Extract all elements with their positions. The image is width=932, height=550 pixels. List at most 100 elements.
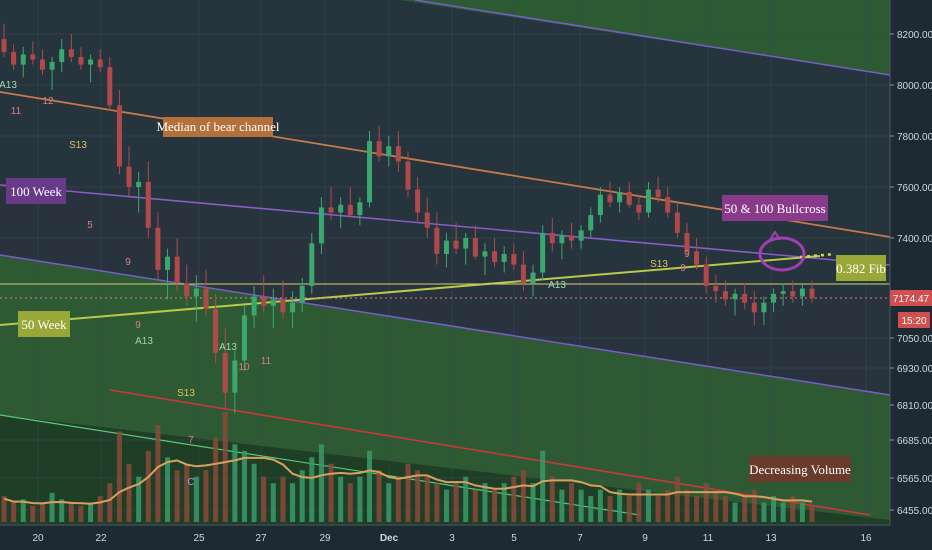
volume-bar <box>39 502 45 522</box>
time-tick-label: 16 <box>860 533 872 544</box>
volume-bar <box>357 476 363 522</box>
candle-body <box>443 240 449 254</box>
volume-bar <box>309 457 315 522</box>
price-tick-label: 6685.00 <box>897 436 932 447</box>
time-tick-label: 27 <box>255 533 267 544</box>
candle-body <box>39 59 45 70</box>
time-tick-label: 20 <box>32 533 44 544</box>
candle-body <box>49 62 55 70</box>
volume-bar <box>751 489 757 522</box>
td-label: 11 <box>11 106 22 117</box>
candle-body <box>20 54 26 65</box>
volume-bar <box>443 489 449 522</box>
volume-bar <box>203 470 209 522</box>
median-label-text: Median of bear channel <box>156 119 279 134</box>
candle-body <box>434 227 440 254</box>
candle-body <box>607 194 613 203</box>
time-tick-label: 5 <box>511 533 517 544</box>
volume-bar <box>155 424 161 522</box>
td-label: 9 <box>680 263 686 274</box>
candle-body <box>280 299 286 313</box>
candle-body <box>174 256 180 284</box>
volume-bar <box>674 476 680 522</box>
current-price-badge: 7174.47 <box>890 290 932 306</box>
volume-bar <box>501 483 507 522</box>
candle-body <box>357 202 363 216</box>
td-label: 7 <box>188 435 194 446</box>
volume-bar <box>386 483 392 522</box>
volume-bar <box>367 450 373 522</box>
candle-body <box>472 238 478 257</box>
td-label: A13 <box>219 342 237 353</box>
candle-body <box>11 51 17 65</box>
candle-body <box>424 212 430 228</box>
week50-label: 50 Week <box>18 311 70 337</box>
td-label: S13 <box>69 140 87 151</box>
candle-body <box>97 59 103 68</box>
volume-bar <box>569 483 575 522</box>
candle-body <box>290 302 296 313</box>
candle-body <box>809 288 815 299</box>
volume-average-line <box>3 456 813 505</box>
week50-label-text: 50 Week <box>21 317 67 332</box>
candle-body <box>694 251 700 265</box>
candle-body <box>405 161 411 190</box>
td-label: A13 <box>548 280 566 291</box>
volume-bar <box>511 476 517 522</box>
volume-bar <box>97 496 103 522</box>
volume-bar <box>338 476 344 522</box>
candle-body <box>674 212 680 233</box>
time-tick-label: 13 <box>765 533 777 544</box>
volume-bar <box>165 457 171 522</box>
volume-bar <box>126 463 132 522</box>
price-tick-label: 7400.00 <box>897 234 932 245</box>
candle-body <box>549 232 555 244</box>
candle-body <box>338 204 344 213</box>
volume-bar <box>11 502 17 522</box>
volume-bar <box>193 476 199 522</box>
bullcross-label: 50 & 100 Bullcross <box>722 195 828 221</box>
volume-bar <box>549 476 555 522</box>
time-tick-label: 22 <box>95 533 107 544</box>
volume-bar <box>318 444 324 522</box>
volume-bar <box>68 502 74 522</box>
volume-bar <box>251 463 257 522</box>
volume-bar <box>722 496 728 522</box>
volume-bar <box>434 483 440 522</box>
volume-bar <box>472 489 478 522</box>
volume-bar <box>645 489 651 522</box>
volume-bar <box>59 499 65 522</box>
time-tick-label: 25 <box>193 533 205 544</box>
lower-channel-line <box>0 254 891 396</box>
volume-bar <box>655 496 661 522</box>
price-tick-label: 7050.00 <box>897 334 932 345</box>
week50-projection <box>799 252 836 259</box>
volume-bar <box>559 489 565 522</box>
td-label: A13 <box>0 80 17 91</box>
candle-body <box>68 49 74 57</box>
volume-bar <box>694 496 700 522</box>
candle-body <box>59 49 65 63</box>
candle-body <box>116 105 122 167</box>
price-ticks: 8200.00 8000.00 7800.00 7600.00 7400.00 7050.… <box>890 30 932 517</box>
volume-bar <box>578 489 584 522</box>
current-time-badge: 15:20 <box>898 312 930 328</box>
candle-body <box>309 243 315 286</box>
candle-body <box>569 235 575 241</box>
candle-body <box>761 302 767 313</box>
candle-body <box>732 293 738 300</box>
volume-bar <box>761 502 767 522</box>
volume-label-text: Decreasing Volume <box>749 462 851 477</box>
candle-body <box>328 207 334 213</box>
volume-bar <box>88 502 94 522</box>
price-axis[interactable] <box>890 0 932 550</box>
volume-bar <box>395 476 401 522</box>
fib-label-text: 0.382 Fib <box>836 261 886 276</box>
volume-bar <box>107 483 113 522</box>
td-label: 11 <box>261 356 272 367</box>
volume-bar <box>530 483 536 522</box>
time-axis[interactable] <box>0 525 890 550</box>
volume-bar <box>453 483 459 522</box>
candle-body <box>78 56 84 65</box>
volume-bar <box>376 470 382 522</box>
